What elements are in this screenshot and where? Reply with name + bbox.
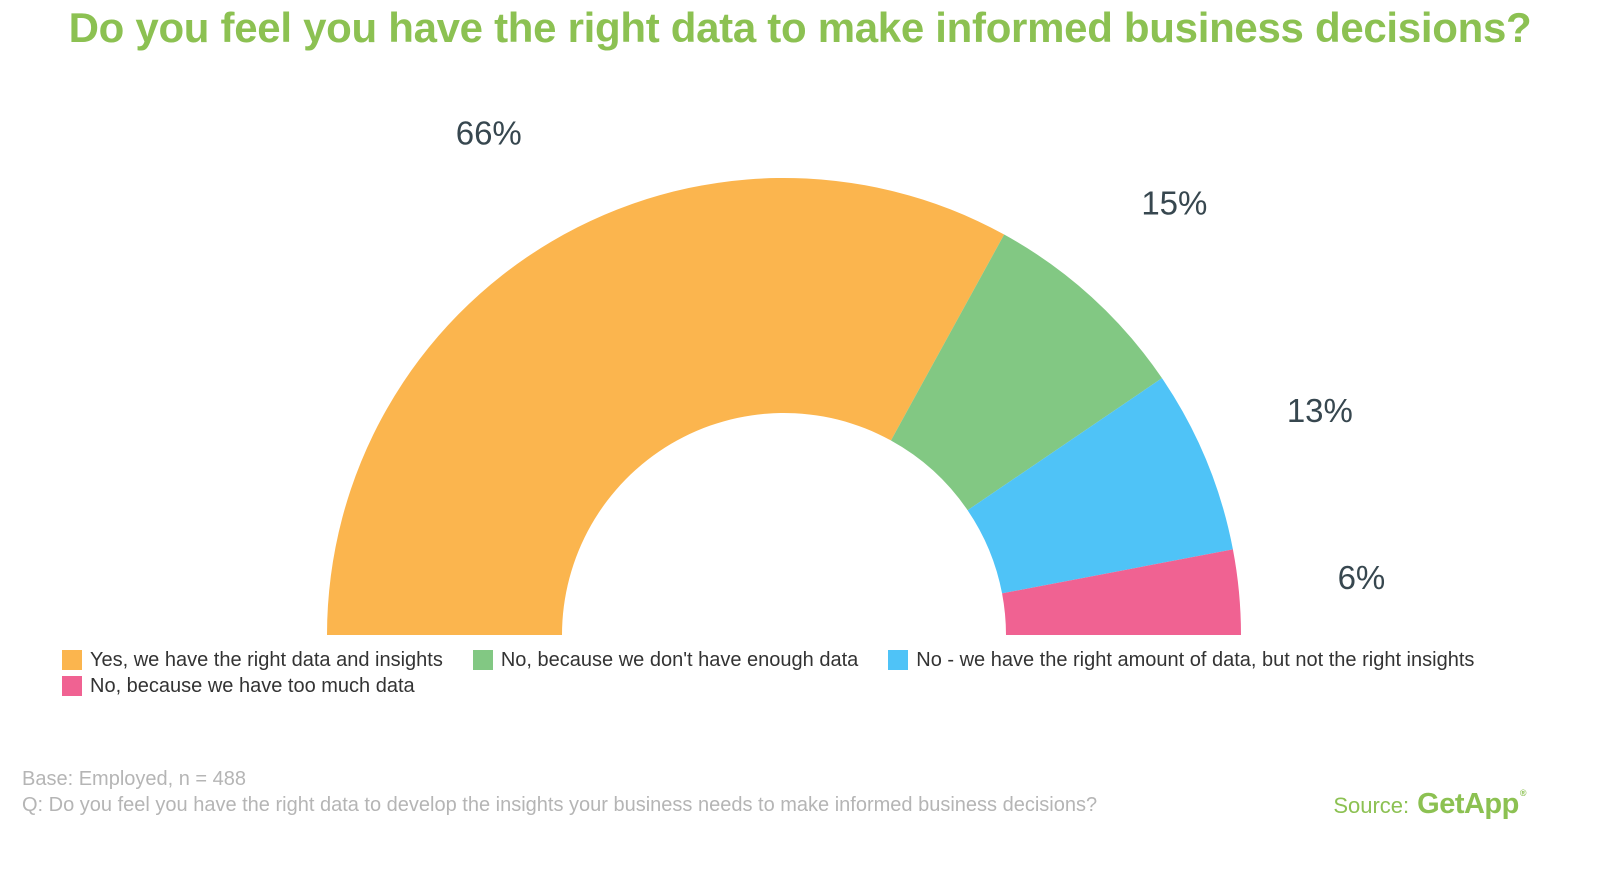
legend-swatch-3 [888,650,909,670]
semi-donut-chart: 66% 15% 13% 6% [327,114,1386,635]
slice-3 [967,378,1233,594]
logo-text: GetApp [1417,788,1519,820]
source-credit: Source: GetApp® [1333,788,1526,821]
legend-item-3: No - we have the right amount of data, b… [888,648,1474,672]
getapp-logo: GetApp® [1417,788,1526,821]
data-label-3: 13% [1287,392,1353,429]
data-label-4: 6% [1338,559,1386,596]
slice-4 [1002,549,1241,635]
chart-title: Do you feel you have the right data to m… [68,4,1532,51]
source-label: Source: [1333,793,1410,818]
legend-label-2: No, because we don't have enough data [500,648,859,671]
chart-data-labels: 66% 15% 13% 6% [456,114,1386,596]
slice-2 [890,234,1162,511]
legend-swatch-4 [62,676,82,696]
legend-item-1: Yes, we have the right data and insights [62,648,443,672]
data-label-2: 15% [1141,185,1207,222]
legend-swatch-2 [472,650,493,670]
chart-slices [327,177,1241,635]
question-note: Q: Do you feel you have the right data t… [22,794,1098,816]
logo-registered-mark: ® [1519,788,1527,798]
legend-item-2: No, because we don't have enough data [472,648,859,672]
base-note: Base: Employed, n = 488 [22,768,247,790]
data-label-1: 66% [456,114,522,151]
legend-label-3: No - we have the right amount of data, b… [916,648,1475,671]
slice-1 [327,177,1005,635]
chart-legend: Yes, we have the right data and insights… [62,648,1582,698]
chart-footer: Base: Employed, n = 488 Q: Do you feel y… [22,766,1097,818]
legend-label-1: Yes, we have the right data and insights [90,648,443,671]
legend-swatch-1 [62,650,82,670]
legend-item-4: No, because we have too much data [62,674,415,698]
legend-label-4: No, because we have too much data [90,674,415,697]
